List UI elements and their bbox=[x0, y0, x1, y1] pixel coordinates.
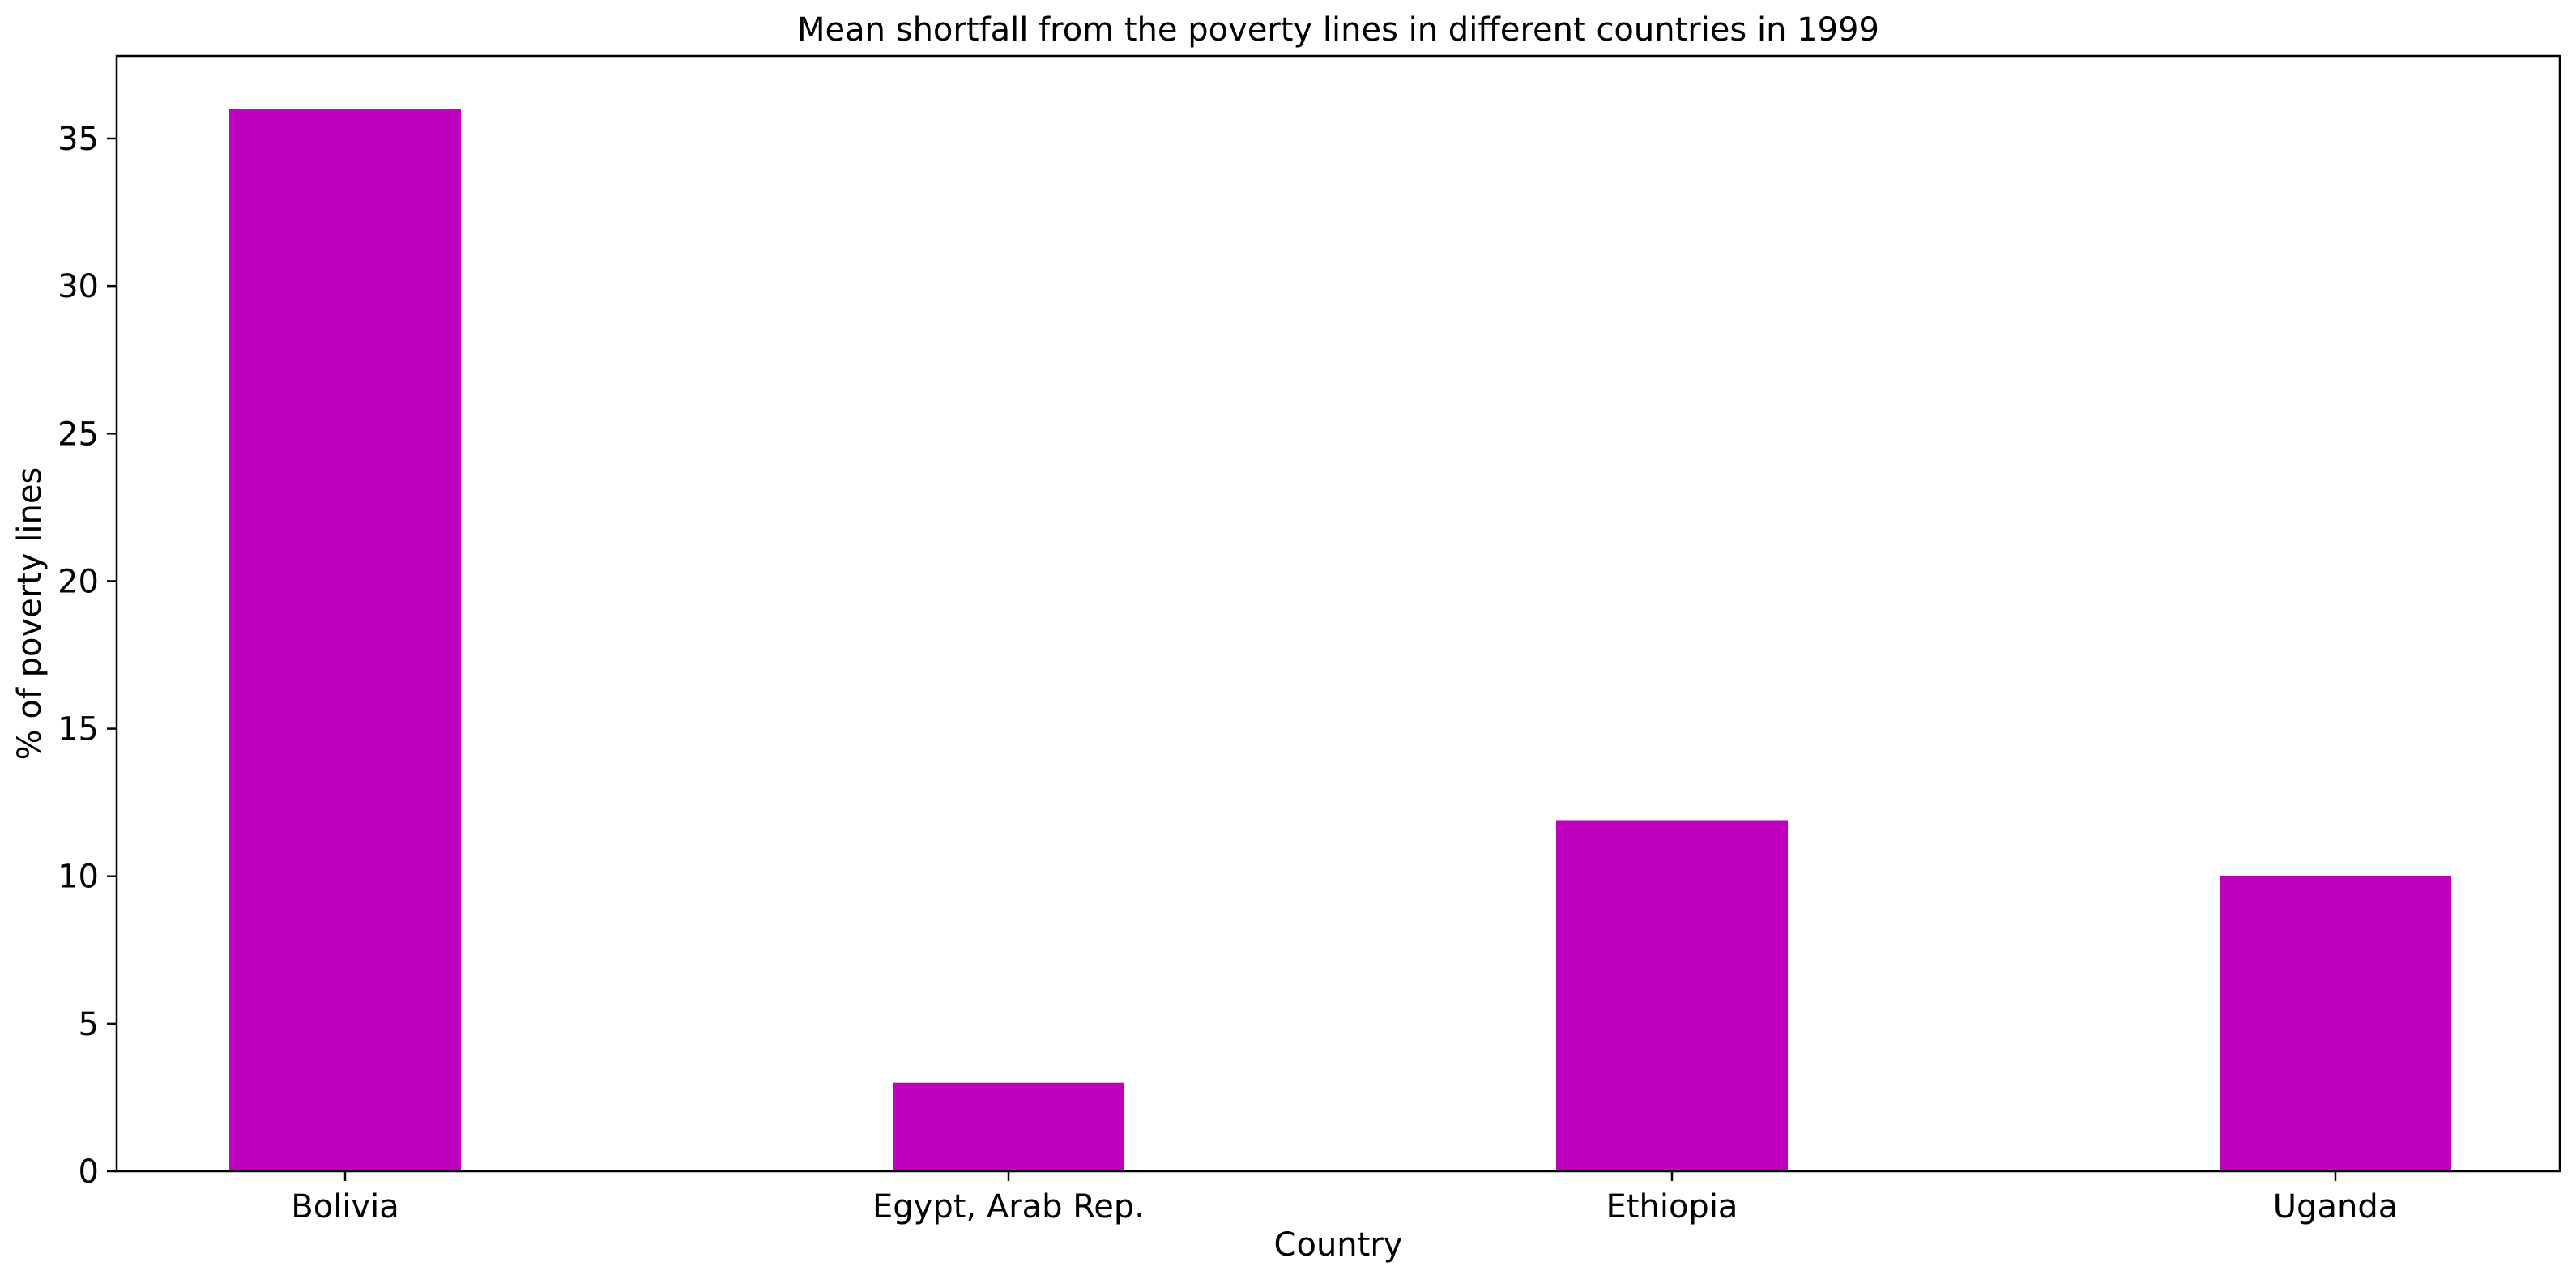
x-tick-label: Bolivia bbox=[291, 1188, 399, 1226]
bar-uganda bbox=[2220, 876, 2451, 1171]
x-axis-label: Country bbox=[1274, 1226, 1403, 1264]
y-tick-label: 30 bbox=[58, 268, 99, 305]
bar-bolivia bbox=[229, 109, 461, 1172]
y-axis-label: % of poverty lines bbox=[11, 467, 49, 761]
y-tick-label: 0 bbox=[79, 1153, 99, 1191]
y-tick-label: 20 bbox=[58, 563, 99, 600]
x-tick-label: Uganda bbox=[2273, 1188, 2398, 1226]
plot-frame bbox=[115, 54, 2561, 1173]
y-tick-label: 35 bbox=[58, 121, 99, 158]
x-axis-ticks: Bolivia Egypt, Arab Rep. Ethiopia Uganda bbox=[291, 1171, 2398, 1226]
y-tick-label: 25 bbox=[58, 416, 99, 453]
bar-egypt-arab-rep- bbox=[893, 1082, 1124, 1171]
chart-title: Mean shortfall from the poverty lines in… bbox=[797, 11, 1879, 49]
y-tick-label: 5 bbox=[79, 1006, 99, 1043]
bar-ethiopia bbox=[1556, 820, 1788, 1171]
y-tick-label: 10 bbox=[58, 859, 99, 896]
x-tick-label: Ethiopia bbox=[1606, 1188, 1738, 1226]
y-axis-ticks: 0 5 10 15 20 25 30 35 bbox=[58, 121, 117, 1191]
x-tick-label: Egypt, Arab Rep. bbox=[872, 1188, 1145, 1226]
bars-group bbox=[229, 109, 2451, 1172]
y-tick-label: 15 bbox=[58, 711, 99, 748]
